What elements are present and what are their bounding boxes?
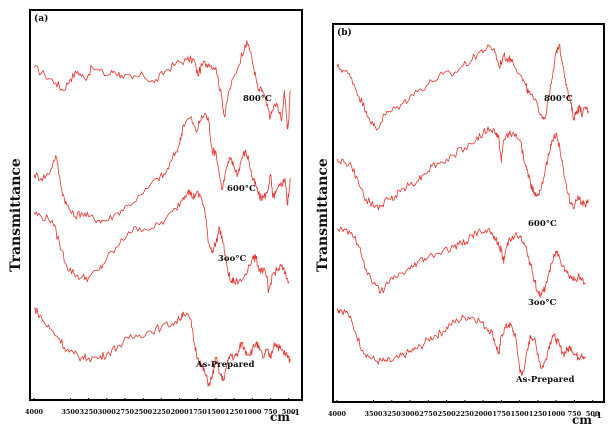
panel-a-label: (a) — [34, 13, 48, 24]
x-tick-label-a-13: 750 — [264, 408, 278, 416]
panel-b-label: (b) — [337, 27, 352, 38]
x-tick-label-b-9: 1750 — [492, 410, 511, 418]
series-label-b-2: 600°C — [528, 219, 557, 229]
spectrum-line-a-2 — [33, 112, 291, 224]
spectrum-line-a-4 — [33, 307, 291, 387]
panel-a-x-unit: cm — [270, 410, 290, 424]
panel-b-frame — [332, 23, 605, 403]
x-tick-label-a-5: 2750 — [116, 408, 135, 416]
panel-a-series: 800°C 600°C 3oo°C As-Prepared — [33, 40, 291, 387]
x-tick-label-a-10: 1500 — [207, 408, 226, 416]
x-tick-label-b-3: 3250 — [383, 410, 402, 418]
x-tick-label-b-8: 2000 — [474, 410, 493, 418]
x-tick-label-b-10: 1500 — [511, 410, 530, 418]
x-tick-label-a-8: 2000 — [171, 408, 190, 416]
x-tick-label-b-5: 2750 — [419, 410, 438, 418]
panel-a-x-ticks: 4000 3500 3250 3000 2750 2500 2250 2000 1750 1500… — [25, 398, 296, 416]
x-tick-label-b-11: 1250 — [529, 410, 548, 418]
spectrum-line-b-1 — [336, 44, 589, 131]
series-label-b-1: 800°C — [544, 94, 573, 104]
x-tick-label-a-6: 2500 — [134, 408, 153, 416]
x-tick-label-b-2: 3500 — [364, 410, 383, 418]
spectrum-line-a-3 — [33, 189, 290, 294]
y-axis-label-right: Transmittance — [315, 158, 331, 272]
x-tick-label-b-7: 2250 — [456, 410, 475, 418]
x-tick-label-b-14: 500 — [586, 410, 600, 418]
series-label-b-4: As-Prepared — [515, 375, 575, 385]
series-label-a-4: As-Prepared — [195, 360, 255, 370]
y-axis-label-left: Transmittance — [8, 158, 24, 272]
x-tick-label-a-7: 2250 — [152, 408, 171, 416]
x-tick-label-a-4: 3000 — [98, 408, 117, 416]
x-tick-label-b-4: 3000 — [401, 410, 420, 418]
panel-b-series: 800°C 600°C 3oo°C As-Prepared — [336, 44, 589, 385]
x-tick-label-b-13: 750 — [568, 410, 582, 418]
panel-b-x-unit-sup: -1 — [593, 410, 602, 420]
x-tick-label-b-12: 1000 — [547, 410, 566, 418]
series-label-a-3: 3oo°C — [218, 254, 247, 264]
spectrum-line-b-2 — [336, 126, 589, 210]
panel-a-frame — [29, 9, 303, 401]
spectrum-line-a-1 — [33, 40, 291, 130]
x-tick-label-a-12: 1000 — [243, 408, 262, 416]
x-tick-label-b-1: 4000 — [328, 410, 347, 418]
x-tick-label-a-11: 1250 — [225, 408, 244, 416]
spectrum-line-b-4 — [336, 308, 586, 377]
x-tick-label-a-3: 3250 — [80, 408, 99, 416]
series-label-b-3: 3oo°C — [528, 298, 557, 308]
series-label-a-2: 600°C — [227, 184, 256, 194]
x-tick-label-b-6: 2500 — [438, 410, 457, 418]
spectrum-line-b-3 — [336, 226, 586, 298]
x-tick-label-a-9: 1750 — [189, 408, 208, 416]
panel-b-x-unit: cm — [572, 413, 592, 427]
x-tick-label-a-1: 4000 — [25, 408, 44, 416]
x-tick-label-a-14: 500 — [282, 408, 296, 416]
x-tick-label-a-2: 3500 — [61, 408, 80, 416]
panel-b-x-ticks: 4000 3500 3250 3000 2750 2500 2250 2000 1750 1500… — [328, 400, 600, 418]
series-label-a-1: 800°C — [243, 94, 272, 104]
panel-a-x-unit-sup: -1 — [291, 407, 300, 417]
